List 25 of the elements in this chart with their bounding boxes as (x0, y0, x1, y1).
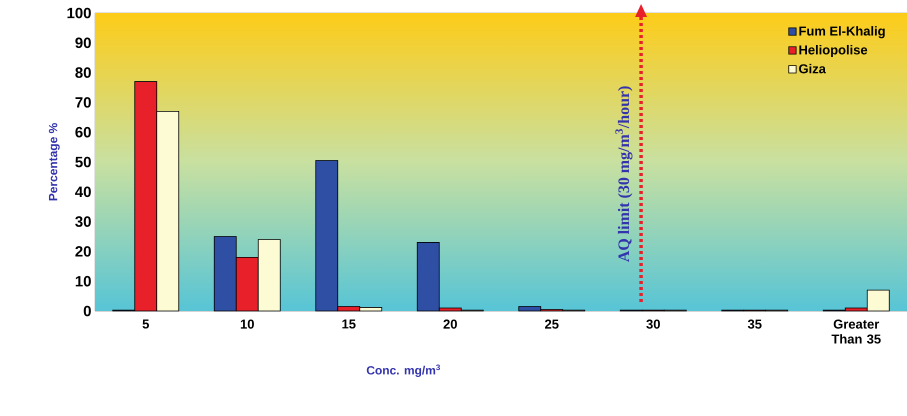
x-tick-label: 5 (142, 320, 149, 329)
x-tick-label: 15 (342, 320, 356, 329)
legend-label: Giza (799, 64, 826, 74)
ref-line-label: AQ limit (30 mg/m$^{3}$/hour) (615, 86, 632, 262)
x-tick-label: 10 (240, 320, 254, 329)
legend-label: Heliopolise (799, 44, 868, 58)
x-tick-label: Greater Than 35 (832, 320, 881, 344)
y-tick-label: 10 (76, 276, 91, 286)
y-tick-label: 40 (75, 186, 91, 198)
y-tick-label: 50 (75, 156, 91, 168)
y-axis-title: Percentage % (48, 123, 60, 200)
x-tick-label: 25 (545, 320, 559, 329)
y-tick-label: 70 (76, 97, 91, 108)
y-tick-label: 90 (75, 38, 91, 48)
y-tick-label: 80 (75, 67, 91, 78)
y-tick-label: 100 (67, 8, 91, 18)
x-tick-label: 35 (748, 320, 762, 329)
y-tick-label: 30 (75, 216, 91, 227)
x-tick-label: 30 (646, 320, 660, 329)
legend-label: Fum El-Khalig (799, 26, 885, 38)
y-tick-label: 20 (75, 246, 91, 257)
x-tick-label: 20 (444, 320, 457, 329)
y-tick-label: 60 (75, 126, 91, 138)
x-axis-title: Conc. mg/m$^{3}$ (366, 364, 440, 377)
y-tick-label: 0 (84, 306, 91, 316)
